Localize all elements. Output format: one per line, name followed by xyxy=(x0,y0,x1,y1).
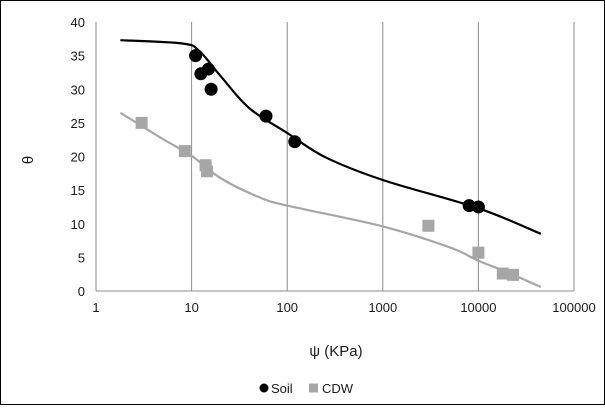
y-tick-label: 10 xyxy=(71,217,85,232)
cdw-point xyxy=(472,246,485,259)
soil-point xyxy=(288,135,302,149)
y-tick-label: 15 xyxy=(71,183,85,198)
legend: Soil CDW xyxy=(259,381,354,396)
x-tick-label: 10000 xyxy=(460,300,496,315)
cdw-point xyxy=(506,268,519,281)
y-axis-title: θ xyxy=(20,156,37,164)
legend-cdw-marker xyxy=(309,383,318,393)
cdw-point xyxy=(422,219,435,232)
axes: 1 10 100 1000 10000 100000 0 5 10 15 20 25 30 35 40 xyxy=(71,15,596,315)
cdw-point xyxy=(496,267,509,280)
x-axis-title: ψ (KPa) xyxy=(309,343,362,360)
y-tick-label: 20 xyxy=(71,150,85,165)
cdw-point xyxy=(201,165,214,178)
x-tick-label: 1000 xyxy=(368,300,397,315)
soil-fit-curve xyxy=(120,39,542,235)
y-tick-label: 5 xyxy=(78,250,85,265)
y-tick-label: 40 xyxy=(71,15,85,30)
x-tick-label: 100 xyxy=(276,300,298,315)
grid-lines xyxy=(191,22,575,291)
x-tick-label: 1 xyxy=(92,300,99,315)
legend-soil-label: Soil xyxy=(271,381,293,396)
y-tick-label: 30 xyxy=(71,82,85,97)
soil-point xyxy=(471,200,485,214)
legend-soil-marker xyxy=(259,383,269,393)
y-tick-label: 35 xyxy=(71,49,85,64)
cdw-point xyxy=(178,145,191,158)
legend-cdw-label: CDW xyxy=(322,381,354,396)
x-tick-label: 100000 xyxy=(552,300,595,315)
soil-point xyxy=(201,62,215,76)
data-points xyxy=(135,49,519,281)
x-tick-label: 10 xyxy=(184,300,198,315)
cdw-point xyxy=(135,116,148,129)
soil-point xyxy=(189,49,203,63)
soil-point xyxy=(259,109,273,123)
soil-point xyxy=(204,82,218,96)
y-tick-label: 25 xyxy=(71,116,85,131)
y-tick-label: 0 xyxy=(78,284,85,299)
